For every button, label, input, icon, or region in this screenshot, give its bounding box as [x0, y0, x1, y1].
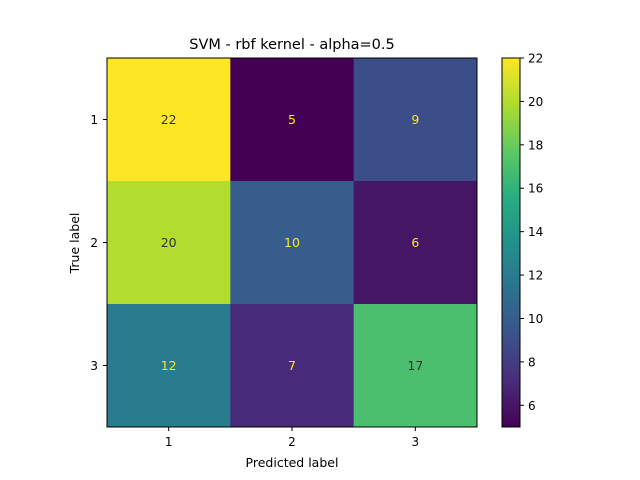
y-tick-label: 3: [90, 359, 98, 373]
cell-value-label: 17: [407, 358, 423, 373]
y-axis-ticks: 1 2 3: [90, 113, 107, 373]
heatmap-cell-r3-c3: [353, 304, 478, 428]
cell-value-label: 12: [161, 358, 177, 373]
cell-value-label: 20: [161, 235, 177, 250]
colorbar-tick-label: 10: [528, 312, 543, 326]
heatmap-cell-r3-c2: [230, 304, 355, 428]
colorbar-tick-label: 12: [528, 269, 543, 283]
colorbar-tick-label: 16: [528, 182, 543, 196]
cell-value-label: 5: [288, 112, 296, 127]
colorbar-tick-label: 20: [528, 95, 543, 109]
cell-value-label: 10: [284, 235, 300, 250]
chart-title: SVM - rbf kernel - alpha=0.5: [189, 37, 394, 53]
colorbar-tick-label: 22: [528, 52, 543, 66]
x-axis-ticks: 1 2 3: [165, 427, 419, 449]
cell-value-label: 6: [411, 235, 419, 250]
x-tick-label: 3: [412, 435, 420, 449]
y-tick-label: 2: [90, 236, 98, 250]
cell-value-label: 7: [288, 358, 296, 373]
y-axis-label: True label: [67, 213, 82, 275]
x-axis-label: Predicted label: [246, 455, 339, 470]
heatmap-cells: [107, 58, 478, 428]
cell-value-labels: 22 5 9 20 10 6 12 7 17: [161, 112, 424, 373]
heatmap-cell-r2-c1: [107, 181, 231, 305]
colorbar-ticks: 6 8 10 12 14 16 18 20 22: [520, 52, 543, 413]
x-tick-label: 1: [165, 435, 173, 449]
x-tick-label: 2: [288, 435, 296, 449]
cell-value-label: 9: [411, 112, 419, 127]
cell-value-label: 22: [161, 112, 177, 127]
heatmap-cell-r1-c2: [230, 58, 355, 182]
colorbar-tick-label: 18: [528, 138, 543, 152]
heatmap-cell-r1-c3: [353, 58, 478, 182]
y-tick-label: 1: [90, 113, 98, 127]
heatmap-cell-r2-c2: [230, 181, 355, 305]
colorbar-tick-label: 8: [528, 355, 536, 369]
colorbar-tick-label: 6: [528, 399, 536, 413]
heatmap-cell-r3-c1: [107, 304, 231, 428]
heatmap-cell-r2-c3: [353, 181, 478, 305]
colorbar-tick-label: 14: [528, 225, 543, 239]
heatmap-cell-r1-c1: [107, 58, 231, 182]
colorbar: [501, 57, 521, 428]
